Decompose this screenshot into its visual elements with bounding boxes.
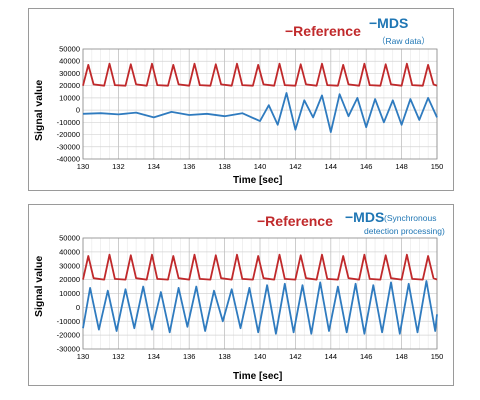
- series-reference-line: [82, 62, 438, 87]
- y-tick-label: 10000: [59, 93, 80, 102]
- x-tick-label: 140: [254, 162, 267, 171]
- y-axis-label: Signal value: [33, 255, 45, 317]
- x-tick-label: 150: [431, 352, 444, 361]
- legend-mds-subtitle-1: (Synchronous: [384, 213, 437, 223]
- x-tick-label: 138: [218, 352, 231, 361]
- x-tick-label: 134: [148, 352, 161, 361]
- plot-area: [82, 237, 438, 350]
- y-tick-label: 50000: [59, 45, 80, 54]
- y-tick-label: -10000: [57, 317, 80, 326]
- series-reference-line: [82, 253, 438, 281]
- y-axis-label: Signal value: [33, 79, 45, 141]
- x-axis-label: Time [sec]: [233, 175, 283, 186]
- x-tick-label: 148: [395, 352, 408, 361]
- legend-mds-subtitle-2: detection processing): [364, 226, 445, 236]
- y-tick-label: 40000: [59, 57, 80, 66]
- x-axis-label: Time [sec]: [233, 371, 283, 382]
- x-tick-label: 136: [183, 162, 196, 171]
- y-tick-label: 30000: [59, 261, 80, 270]
- x-tick-label: 132: [112, 352, 125, 361]
- y-tick-label: 30000: [59, 69, 80, 78]
- y-tick-label: 0: [76, 303, 80, 312]
- x-tick-label: 146: [360, 162, 373, 171]
- y-tick-label: 0: [76, 106, 80, 115]
- y-tick-label: 20000: [59, 81, 80, 90]
- x-tick-label: 142: [289, 162, 302, 171]
- x-tick-label: 138: [218, 162, 231, 171]
- legend-reference: −Reference: [257, 213, 333, 229]
- x-tick-label: 134: [148, 162, 161, 171]
- legend-reference: −Reference: [285, 23, 361, 39]
- y-tick-label: -30000: [57, 345, 80, 354]
- legend-mds: −MDS: [369, 15, 409, 31]
- x-tick-label: 148: [395, 162, 408, 171]
- legend-mds-subtitle: （Raw data）: [377, 36, 430, 46]
- chart-panel-sync: 50000 40000 30000 20000 10000 0 -10000 -20000 -3…: [28, 204, 454, 386]
- series-mds-line: [82, 280, 438, 335]
- x-tick-label: 142: [289, 352, 302, 361]
- y-tick-label: 10000: [59, 289, 80, 298]
- y-tick-label: 20000: [59, 275, 80, 284]
- y-tick-label: -40000: [57, 155, 80, 164]
- y-tick-label: -20000: [57, 331, 80, 340]
- chart-synchronous-detection: 50000 40000 30000 20000 10000 0 -10000 -20000 -3…: [57, 234, 444, 362]
- chart-raw-data: 50000 40000 30000 20000 10000 0 -10000 -20000 -3…: [57, 45, 444, 172]
- y-tick-label: -20000: [57, 130, 80, 139]
- x-tick-label: 140: [254, 352, 267, 361]
- x-tick-label: 130: [77, 162, 90, 171]
- chart-panel-raw: 50000 40000 30000 20000 10000 0 -10000 -20000 -3…: [28, 8, 454, 191]
- x-tick-label: 144: [325, 352, 338, 361]
- y-tick-label: 50000: [59, 234, 80, 243]
- x-tick-label: 144: [325, 162, 338, 171]
- plot-area: [82, 48, 438, 160]
- legend-mds: −MDS: [345, 209, 385, 225]
- x-tick-label: 130: [77, 352, 90, 361]
- y-tick-label: 40000: [59, 247, 80, 256]
- x-tick-label: 136: [183, 352, 196, 361]
- x-tick-label: 132: [112, 162, 125, 171]
- x-tick-label: 146: [360, 352, 373, 361]
- x-tick-label: 150: [431, 162, 444, 171]
- y-tick-label: -30000: [57, 142, 80, 151]
- series-mds-line: [82, 92, 438, 133]
- y-tick-label: -10000: [57, 118, 80, 127]
